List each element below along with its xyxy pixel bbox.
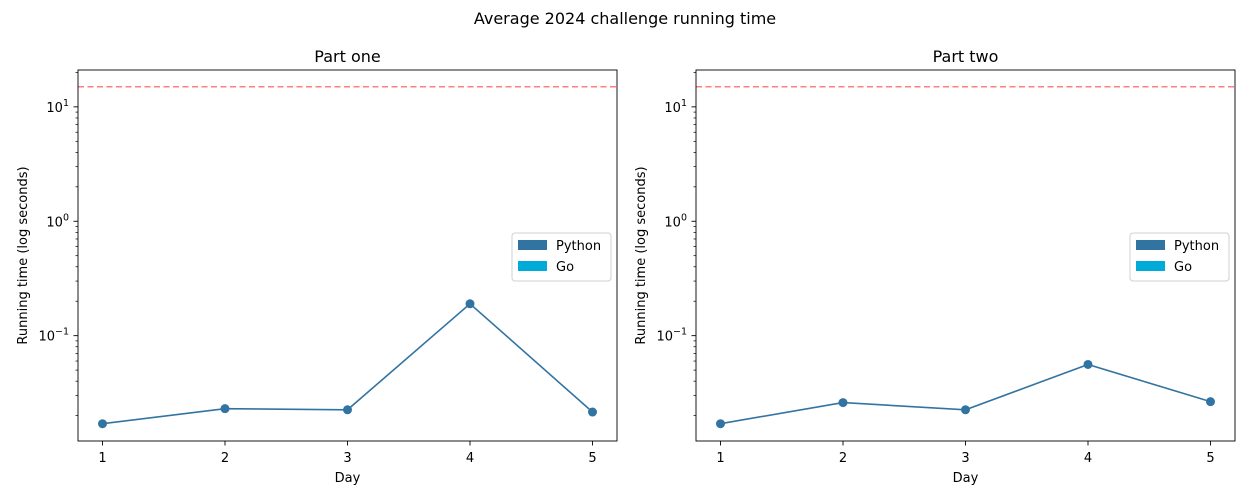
data-point <box>465 299 475 309</box>
y-tick-base: 10 <box>46 101 63 116</box>
x-tick-label: 1 <box>98 451 106 466</box>
x-tick-label: 3 <box>961 451 969 466</box>
y-tick-label: 10−1 <box>656 327 687 345</box>
y-tick-exponent: 0 <box>63 212 69 223</box>
y-tick-label: 100 <box>664 212 687 230</box>
axes-frame <box>695 69 1236 442</box>
x-tick-label: 5 <box>588 451 596 466</box>
y-tick-label: 100 <box>46 212 69 230</box>
legend-label: Python <box>1174 239 1219 254</box>
y-axis-label: Running time (log seconds) <box>16 166 31 344</box>
x-tick-label: 4 <box>1084 451 1092 466</box>
y-tick-exponent: 1 <box>63 98 69 109</box>
y-tick-base: 10 <box>664 215 681 230</box>
y-axis-label: Running time (log seconds) <box>634 166 649 344</box>
y-tick-base: 10 <box>656 330 673 345</box>
y-tick-label: 101 <box>46 98 69 116</box>
data-point <box>838 398 848 408</box>
data-point <box>98 419 107 429</box>
figure-title: Average 2024 challenge running time <box>474 9 776 28</box>
data-point <box>1206 397 1215 407</box>
data-point <box>1083 359 1093 369</box>
axes-title: Part two <box>933 47 999 66</box>
y-tick-label: 101 <box>664 98 687 116</box>
x-tick-label: 5 <box>1206 451 1214 466</box>
y-tick-base: 10 <box>664 101 681 116</box>
x-axis-label: Day <box>335 471 361 486</box>
data-point <box>961 405 970 415</box>
y-tick-exponent: 1 <box>681 98 687 109</box>
y-tick-base: 10 <box>46 215 63 230</box>
legend-label: Go <box>1174 260 1192 275</box>
y-tick-label: 10−1 <box>38 327 69 345</box>
data-point <box>588 407 597 417</box>
legend: Python Go <box>1129 232 1230 282</box>
legend-label: Python <box>556 239 601 254</box>
data-point <box>716 419 725 429</box>
legend: Python Go <box>511 232 612 282</box>
legend-swatch-python <box>1136 240 1165 250</box>
legend-swatch-go <box>518 261 547 271</box>
y-tick-base: 10 <box>38 330 55 345</box>
y-tick-exponent: −1 <box>55 327 69 338</box>
x-tick-label: 1 <box>716 451 724 466</box>
legend-swatch-python <box>518 240 547 250</box>
x-axis-label: Day <box>953 471 979 486</box>
legend-label: Go <box>556 260 574 275</box>
x-tick-label: 4 <box>466 451 474 466</box>
x-tick-label: 3 <box>343 451 351 466</box>
y-tick-exponent: 0 <box>681 212 687 223</box>
legend-swatch-go <box>1136 261 1165 271</box>
data-point <box>220 404 230 414</box>
series-line-python <box>720 363 1211 425</box>
x-tick-label: 2 <box>221 451 229 466</box>
x-tick-label: 2 <box>839 451 847 466</box>
axes-frame <box>77 69 618 442</box>
y-tick-exponent: −1 <box>673 327 687 338</box>
data-point <box>343 405 352 415</box>
axes-title: Part one <box>314 47 380 66</box>
